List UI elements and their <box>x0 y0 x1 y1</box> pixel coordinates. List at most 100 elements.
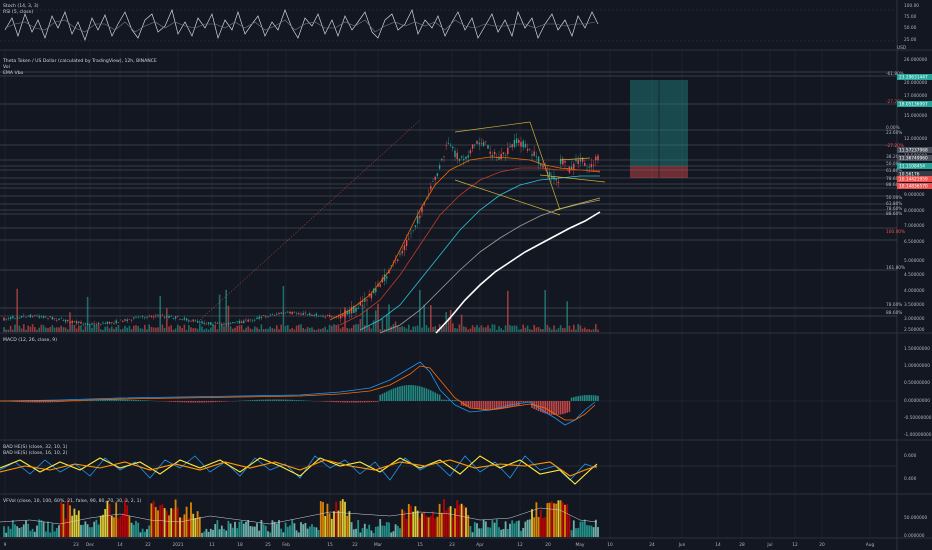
candle-body <box>592 164 595 166</box>
macd-histogram-bar <box>502 401 505 409</box>
candle-body <box>144 317 146 319</box>
vfvol-bar <box>476 523 478 537</box>
macd-histogram-bar <box>489 401 491 410</box>
candle-body <box>40 316 43 318</box>
candle-body <box>553 176 555 180</box>
candle-body <box>291 311 293 315</box>
volume-bar <box>509 325 511 332</box>
candle-body <box>333 316 335 318</box>
macd-histogram-bar <box>304 400 307 401</box>
macd-histogram-bar <box>122 399 124 401</box>
macd-histogram-bar <box>170 401 172 402</box>
candle-body <box>361 301 364 302</box>
volume-bar <box>533 324 535 332</box>
macd-histogram-bar <box>113 399 115 401</box>
candle-body <box>309 313 311 316</box>
volume-bar <box>128 325 131 332</box>
stoch-d-line <box>4 19 596 33</box>
volume-bar <box>51 325 54 332</box>
candle-body <box>366 299 368 301</box>
candle-body <box>249 319 252 321</box>
vfvol-panel[interactable] <box>0 499 599 537</box>
macd-histogram-bar <box>410 385 412 401</box>
macd-histogram-bar <box>421 386 423 401</box>
vfvol-bar <box>535 502 538 537</box>
vfvol-bar <box>322 502 324 537</box>
time-tick-label: 20 <box>545 542 551 548</box>
stoch-axis-25: 25.00 <box>904 37 917 43</box>
volume-bar <box>91 327 93 332</box>
candle-body <box>357 307 359 309</box>
volume-bar <box>522 324 524 332</box>
macd-panel[interactable] <box>0 361 897 426</box>
vfvol-bar <box>203 531 206 537</box>
volume-bar <box>100 329 102 332</box>
macd-histogram-bar <box>172 401 175 402</box>
volume-bar <box>40 324 43 332</box>
macd-histogram-bar <box>388 390 390 401</box>
vfvol-bar <box>260 520 263 537</box>
main-price-axis: 26.000000 20.000000 17.000000 15.000000 … <box>904 57 928 333</box>
candle-body <box>170 316 172 317</box>
macd-histogram-bar <box>469 401 472 408</box>
vfvol-bar <box>335 501 338 537</box>
macd-histogram-bar <box>56 401 58 403</box>
volume-bar <box>381 318 384 332</box>
time-tick-label: 20 <box>819 542 825 548</box>
candle-body <box>542 165 544 168</box>
volume-bar <box>289 329 291 332</box>
volume-bar <box>269 326 271 332</box>
candle-body <box>432 181 434 182</box>
vfvol-bar <box>278 520 280 537</box>
candle-body <box>80 322 82 324</box>
price-tag: 11.36749960 <box>899 156 928 162</box>
volume-bar <box>232 328 234 332</box>
time-tick-label: 22 <box>352 542 358 548</box>
macd-histogram-bar <box>443 399 445 401</box>
bad-panel[interactable] <box>0 455 897 485</box>
volume-bar <box>130 329 133 332</box>
volume-bar <box>546 324 549 332</box>
macd-histogram-bar <box>399 386 401 401</box>
time-tick-label: 28 <box>739 542 745 548</box>
volume-bar <box>5 329 7 332</box>
vfvol-bar <box>165 510 168 537</box>
volume-bar <box>265 328 267 332</box>
macd-histogram-bar <box>353 401 355 403</box>
macd-histogram-bar <box>564 401 566 414</box>
volume-bar <box>597 329 599 332</box>
candle-body <box>174 316 177 319</box>
price-26: 26.000000 <box>904 57 928 63</box>
candle-body <box>262 315 265 316</box>
stoch-rsi-panel[interactable] <box>0 8 897 42</box>
vfvol-bar <box>62 503 65 537</box>
candle-body <box>20 315 23 318</box>
macd-histogram-bar <box>210 401 212 403</box>
candle-body <box>595 156 597 161</box>
macd-histogram-bar <box>504 401 507 409</box>
macd-histogram-bar <box>166 401 168 402</box>
volume-bar <box>207 329 210 332</box>
time-tick-label: 14 <box>715 542 721 548</box>
main-panel[interactable] <box>0 71 897 334</box>
vfvol-bar <box>315 527 318 537</box>
volume-bar <box>471 325 474 332</box>
candle-body <box>487 144 489 149</box>
volume-bar <box>223 326 225 332</box>
volume-bar <box>45 327 47 332</box>
time-tick-label: 10 <box>607 542 613 548</box>
vfvol-bar <box>86 524 89 537</box>
vfvol-bar <box>3 526 5 537</box>
macd-histogram-bar <box>445 399 447 401</box>
vfvol-bar <box>146 529 148 537</box>
fib-label: 23.60% <box>886 130 902 136</box>
candle-body <box>504 155 507 156</box>
time-axis[interactable]: 9 23 Dec 14 22 2021 11 18 25 Feb 15 22 Mar 15 23 Apr 12 2… <box>4 542 875 548</box>
vfvol-bar <box>284 522 287 537</box>
volume-bar <box>542 329 544 332</box>
vfvol-bar <box>462 505 465 537</box>
candle-body <box>348 310 351 315</box>
macd-histogram-bar <box>133 399 135 401</box>
bad-line-blue <box>0 455 598 481</box>
